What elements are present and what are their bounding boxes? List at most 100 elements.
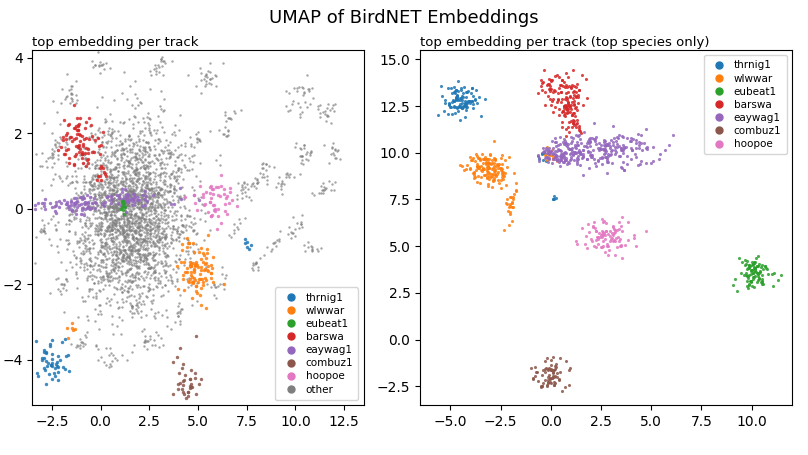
Point	[130, 299, 143, 307]
Point	[493, 161, 506, 168]
Point	[469, 86, 482, 94]
Point	[125, 302, 138, 309]
Point	[143, 185, 156, 192]
Point	[206, 201, 219, 208]
Point	[192, 197, 205, 204]
Point	[557, 105, 570, 112]
Point	[151, 236, 164, 243]
Point	[107, 195, 120, 202]
Point	[158, 220, 171, 227]
Point	[154, 58, 167, 65]
Point	[541, 81, 554, 88]
Point	[112, 194, 125, 202]
Point	[162, 154, 175, 161]
Point	[755, 263, 768, 271]
Point	[103, 245, 116, 252]
Point	[158, 282, 171, 289]
Point	[553, 84, 566, 91]
Point	[174, 203, 187, 211]
Point	[126, 303, 139, 310]
Point	[128, 228, 141, 235]
Point	[160, 161, 173, 168]
Point	[467, 105, 480, 112]
Point	[86, 57, 99, 65]
Point	[91, 250, 104, 257]
Point	[509, 180, 522, 187]
Point	[79, 162, 92, 169]
Point	[118, 212, 131, 219]
Point	[101, 223, 114, 231]
Point	[37, 355, 50, 362]
Point	[159, 136, 172, 143]
Point	[322, 160, 335, 167]
Point	[102, 158, 115, 166]
Point	[108, 275, 121, 282]
Point	[83, 245, 96, 252]
Point	[178, 193, 191, 201]
Point	[105, 230, 118, 238]
Point	[158, 206, 171, 213]
Point	[314, 109, 326, 116]
Point	[148, 160, 161, 167]
Point	[99, 178, 112, 185]
Point	[166, 167, 179, 175]
Point	[104, 196, 117, 203]
Point	[112, 167, 124, 174]
Point	[69, 210, 82, 217]
Point	[107, 330, 120, 337]
Point	[74, 344, 87, 352]
Point	[109, 173, 122, 180]
Point	[65, 196, 78, 203]
Point	[444, 103, 457, 111]
Point	[147, 337, 160, 344]
Point	[161, 182, 174, 189]
Point	[317, 189, 330, 197]
Point	[104, 192, 117, 199]
Point	[149, 130, 162, 137]
Point	[112, 182, 124, 189]
Point	[128, 166, 141, 173]
Point	[113, 246, 126, 253]
Point	[69, 255, 82, 262]
Point	[136, 181, 149, 188]
Point	[66, 206, 79, 213]
Point	[238, 179, 250, 187]
Point	[74, 114, 87, 121]
Point	[179, 152, 191, 159]
Point	[545, 147, 558, 155]
Point	[80, 260, 93, 267]
Point	[145, 199, 158, 207]
Point	[300, 150, 313, 157]
Point	[489, 167, 502, 174]
Point	[507, 191, 520, 198]
Point	[551, 96, 564, 103]
Point	[136, 201, 149, 208]
Point	[147, 184, 160, 191]
Point	[187, 239, 200, 247]
Point	[156, 147, 169, 154]
Point	[69, 122, 82, 130]
Point	[62, 239, 75, 246]
Point	[446, 99, 459, 106]
Point	[190, 282, 203, 289]
Point	[556, 123, 569, 130]
Point	[44, 215, 57, 222]
Point	[143, 261, 156, 268]
Point	[744, 263, 757, 270]
Point	[134, 143, 147, 150]
Point	[99, 116, 112, 123]
Point	[581, 244, 594, 252]
Point	[115, 224, 128, 231]
Point	[137, 236, 150, 243]
Point	[46, 154, 59, 162]
Point	[163, 138, 176, 146]
Point	[49, 143, 62, 151]
Point	[267, 239, 280, 246]
Point	[745, 278, 758, 285]
Point	[198, 266, 211, 273]
Point	[120, 208, 133, 216]
Point	[498, 172, 511, 179]
Point	[551, 369, 564, 376]
Point	[89, 191, 102, 198]
Point	[504, 194, 517, 201]
